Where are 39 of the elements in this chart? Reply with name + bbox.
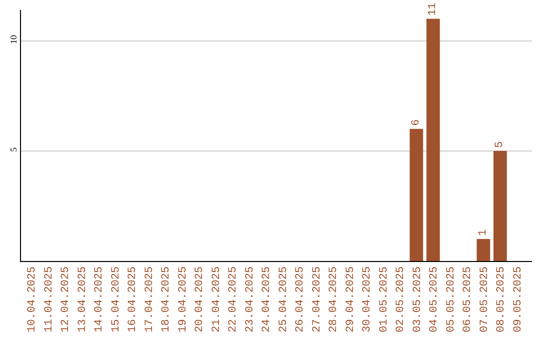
- x-tick-label: 13.04.2025: [76, 266, 89, 332]
- x-tick-label: 19.04.2025: [177, 266, 190, 332]
- x-tick-label: 05.05.2025: [445, 266, 458, 332]
- x-tick-label: 07.05.2025: [478, 266, 491, 332]
- x-tick-label: 12.04.2025: [60, 266, 72, 332]
- x-tick-label: 15.04.2025: [110, 266, 122, 332]
- x-tick-label: 28.04.2025: [328, 266, 340, 332]
- x-tick-label: 23.04.2025: [244, 266, 256, 332]
- x-tick-label: 24.04.2025: [261, 266, 274, 332]
- x-tick-label: 04.05.2025: [428, 266, 441, 332]
- bar: [493, 150, 507, 261]
- x-tick-label: 09.05.2025: [512, 266, 524, 332]
- x-tick-label: 30.04.2025: [362, 266, 374, 332]
- x-tick-label: 22.04.2025: [228, 266, 240, 332]
- data-label: 1: [477, 228, 490, 236]
- x-tick-label: 11.04.2025: [43, 266, 56, 332]
- x-tick-label: 14.04.2025: [94, 266, 106, 332]
- bar: [410, 128, 424, 261]
- data-label: 11: [427, 2, 440, 16]
- x-tick-label: 10.04.2025: [26, 266, 39, 332]
- x-tick-label: 21.04.2025: [210, 266, 223, 332]
- x-tick-label: 01.05.2025: [378, 266, 390, 332]
- x-tick-label: 20.04.2025: [194, 266, 206, 332]
- x-tick-label: 17.04.2025: [144, 266, 156, 332]
- x-tick-label: 25.04.2025: [278, 266, 290, 332]
- x-tick-label: 27.04.2025: [311, 266, 324, 332]
- bar: [426, 18, 440, 261]
- x-tick-label: 16.04.2025: [127, 266, 140, 332]
- y-tick-label: 10: [8, 34, 18, 44]
- data-label: 5: [494, 141, 506, 148]
- x-tick-label: 29.04.2025: [344, 266, 357, 332]
- data-label: 6: [410, 119, 422, 126]
- x-tick-label: 06.05.2025: [462, 266, 474, 332]
- x-tick-label: 18.04.2025: [160, 266, 173, 332]
- x-tick-label: 08.05.2025: [496, 266, 508, 332]
- x-tick-label: 03.05.2025: [412, 266, 424, 332]
- bar: [476, 238, 490, 261]
- x-tick-label: 26.04.2025: [294, 266, 307, 332]
- x-tick-label: 02.05.2025: [395, 266, 408, 332]
